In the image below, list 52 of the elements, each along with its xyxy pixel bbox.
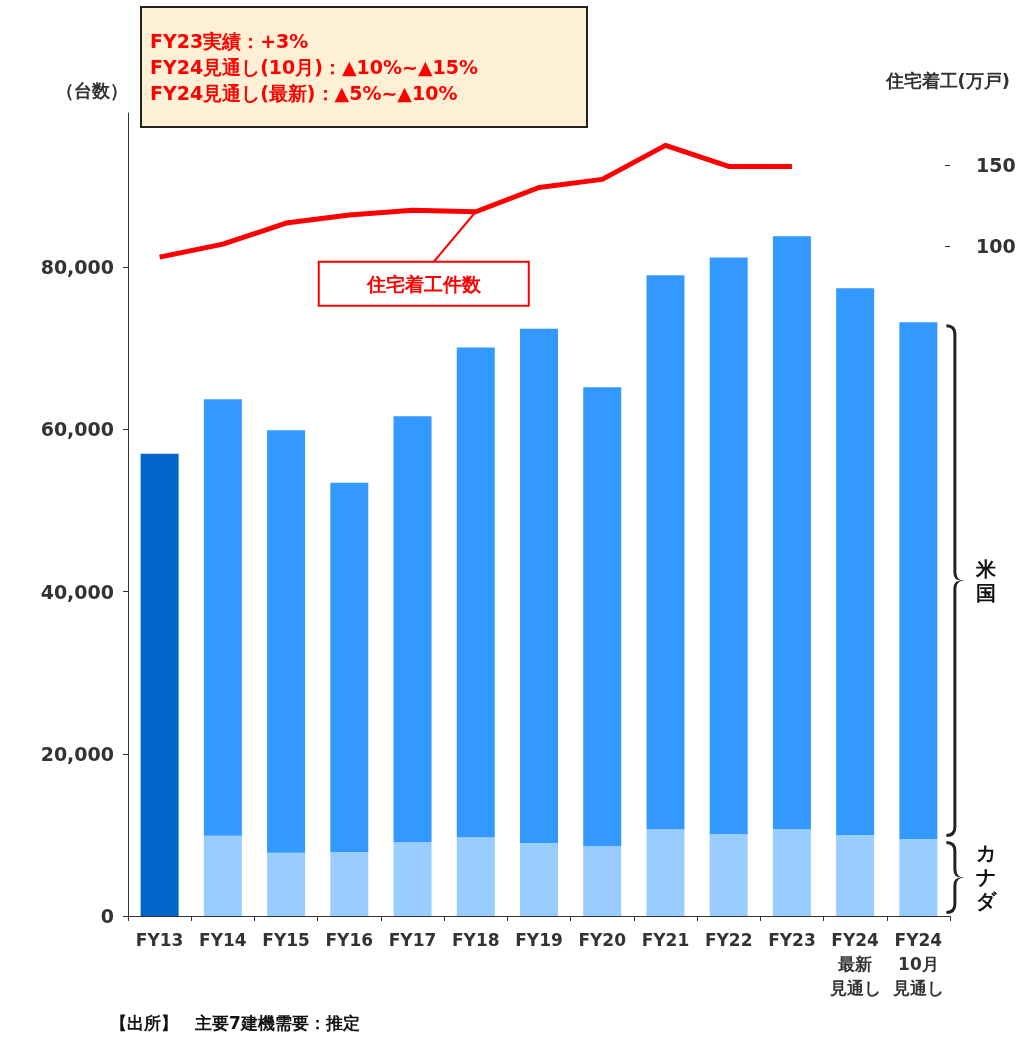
x-tick-label: FY20 bbox=[578, 930, 627, 950]
y2-axis-title: 住宅着工(万戸) bbox=[884, 69, 1010, 91]
bar bbox=[393, 842, 432, 916]
bar bbox=[646, 275, 685, 830]
x-tick-label: FY14 bbox=[199, 930, 247, 950]
x-tick-label: FY17 bbox=[388, 930, 437, 950]
series-label: カナダ bbox=[976, 841, 998, 914]
bar bbox=[583, 846, 622, 916]
bar bbox=[520, 328, 558, 843]
bar bbox=[520, 843, 558, 916]
bar bbox=[899, 322, 938, 839]
bar bbox=[772, 829, 811, 916]
bar bbox=[456, 837, 495, 916]
x-tick-label: FY15 bbox=[262, 930, 310, 950]
bar bbox=[203, 835, 242, 916]
bar bbox=[393, 416, 432, 843]
x-tick-label: FY2410月見通し bbox=[891, 930, 944, 998]
x-tick-label: FY22 bbox=[704, 930, 753, 950]
x-tick-label: FY21 bbox=[641, 930, 690, 950]
bar bbox=[583, 387, 622, 847]
x-tick-label: FY13 bbox=[135, 930, 184, 950]
bar bbox=[203, 399, 242, 836]
note-box: FY23実績：+3% FY24見通し(10月)：▲10%~▲15% FY24見通し(最新)：▲5%~▲10% bbox=[140, 6, 588, 128]
x-tick-label: FY18 bbox=[451, 930, 500, 950]
series-label: 米国 bbox=[975, 556, 998, 605]
y2-tick-label: 150 bbox=[976, 153, 1016, 176]
y-tick-label: 60,000 bbox=[40, 418, 114, 441]
x-tick-label: FY19 bbox=[515, 930, 563, 950]
x-tick-label: FY23 bbox=[768, 930, 816, 950]
bar bbox=[646, 829, 685, 916]
y-tick-label: 80,000 bbox=[40, 256, 114, 279]
y-tick-label: 0 bbox=[100, 905, 114, 927]
x-tick-label: FY16 bbox=[325, 930, 374, 950]
bar bbox=[899, 838, 938, 916]
x-tick-label: FY24最新見通し bbox=[828, 930, 881, 998]
y-tick-label: 20,000 bbox=[40, 742, 114, 765]
bar bbox=[456, 347, 495, 838]
bar bbox=[836, 834, 875, 916]
bar bbox=[330, 851, 369, 916]
text: 【出所】 主要7建機需要：推定 bbox=[110, 1012, 360, 1035]
bar bbox=[330, 482, 369, 852]
bar bbox=[140, 453, 179, 916]
bar bbox=[836, 288, 875, 835]
y-tick-label: 40,000 bbox=[40, 580, 114, 603]
y2-tick-label: 100 bbox=[976, 234, 1016, 257]
text: 住宅着工件数 bbox=[365, 272, 482, 295]
bar bbox=[709, 834, 748, 916]
bar bbox=[267, 852, 306, 916]
bar bbox=[772, 236, 811, 830]
bar bbox=[709, 257, 748, 835]
y-axis-title: （台数） bbox=[56, 79, 128, 101]
bar bbox=[267, 430, 306, 853]
